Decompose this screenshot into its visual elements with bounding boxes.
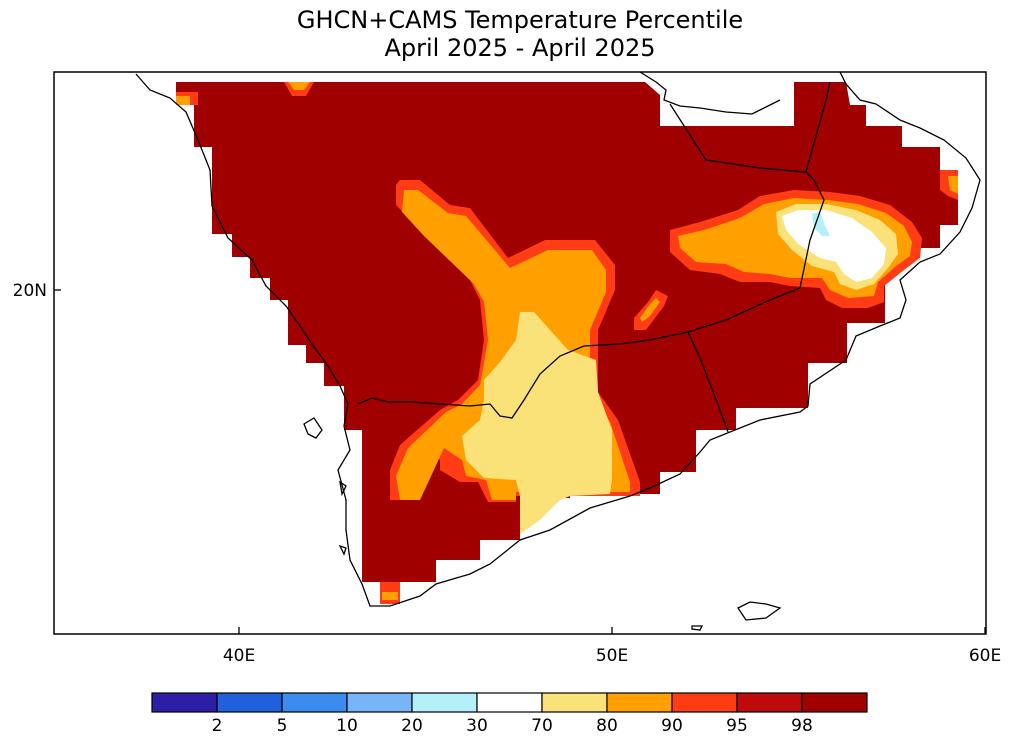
colorbar-swatch xyxy=(346,692,413,713)
colorbar-label: 30 xyxy=(466,716,488,736)
band-80-90-north-spot xyxy=(288,82,310,90)
colorbar-label: 95 xyxy=(726,716,748,736)
colorbar-label: 10 xyxy=(336,716,358,736)
colorbar-swatch xyxy=(541,692,608,713)
x-tick-label: 50E xyxy=(596,646,628,666)
plot-frame xyxy=(53,71,987,635)
colorbar-label: 70 xyxy=(531,716,553,736)
band-80-90-small-blob xyxy=(640,298,660,322)
band-20-30-east-spot xyxy=(812,212,830,236)
coastline-red-sea-islands xyxy=(303,417,347,556)
colorbar-label: 98 xyxy=(791,716,813,736)
country-border-uae-saudi xyxy=(669,81,831,173)
band-80-90-ne-tip xyxy=(948,176,958,194)
ocean-mask-north xyxy=(660,90,794,126)
colorbar-swatch xyxy=(801,692,868,713)
band-30-70-east-core xyxy=(782,210,886,282)
colorbar-swatch xyxy=(606,692,673,713)
colorbar-swatch xyxy=(736,692,803,713)
map-title: GHCN+CAMS Temperature Percentile xyxy=(296,6,744,34)
colorbar-swatch xyxy=(671,692,738,713)
colorbar-label: 5 xyxy=(277,716,288,736)
map-plot-area xyxy=(135,72,981,631)
coastline-west xyxy=(135,72,981,607)
band-70-80-south xyxy=(462,312,612,534)
colorbar-swatch xyxy=(151,692,218,713)
country-border-saudi-oman xyxy=(799,171,825,289)
colorbar: 2 5 10 20 30 70 80 90 95 98 xyxy=(151,692,868,736)
band-80-90-sw-tip xyxy=(382,592,398,600)
map-subtitle-date-range: April 2025 - April 2025 xyxy=(384,34,656,62)
y-tick-label: 20N xyxy=(13,281,47,301)
colorbar-label: 90 xyxy=(661,716,683,736)
x-tick-label: 40E xyxy=(223,646,255,666)
coastline-red-sea-east xyxy=(639,72,781,115)
x-tick-label: 60E xyxy=(969,646,1001,666)
colorbar-label: 20 xyxy=(401,716,423,736)
y-axis: 20N xyxy=(13,281,61,301)
colorbar-label: 80 xyxy=(596,716,618,736)
socotra-island xyxy=(737,601,782,621)
country-border-yemen-oman xyxy=(687,331,729,433)
band-80-90-nw-corner xyxy=(176,96,190,105)
colorbar-swatch xyxy=(216,692,283,713)
colorbar-swatch xyxy=(281,692,348,713)
small-island xyxy=(691,625,704,631)
x-axis: 40E 50E 60E xyxy=(223,627,1001,666)
colorbar-swatch xyxy=(476,692,543,713)
coastline-group xyxy=(135,72,981,631)
colorbar-swatch xyxy=(411,692,478,713)
colorbar-label: 2 xyxy=(212,716,223,736)
